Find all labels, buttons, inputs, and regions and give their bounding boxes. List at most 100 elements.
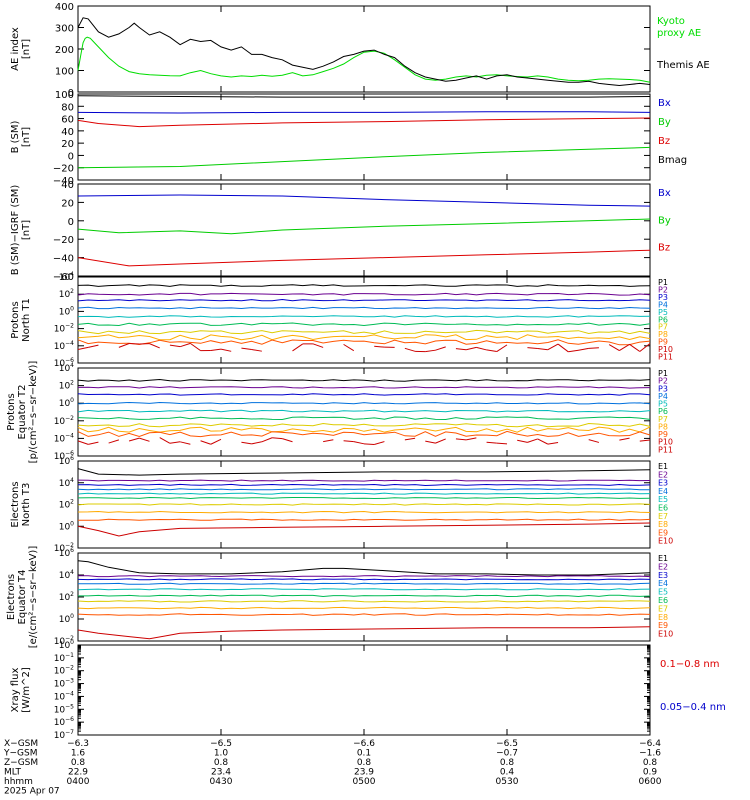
series-segment-P10 <box>639 343 651 352</box>
series-line-e3 <box>77 578 651 581</box>
series-segment-P10 <box>537 348 548 351</box>
y-tick-label: 200 <box>55 45 74 56</box>
legend-entry: E1 <box>658 554 668 563</box>
series-segment-P10 <box>435 438 446 444</box>
y-tick-label: 60 <box>61 115 74 126</box>
y-tick-label: 104 <box>59 477 74 489</box>
y-tick-label: 300 <box>55 24 74 35</box>
x-row-value: 0.8 <box>500 758 515 768</box>
y-tick-label: 106 <box>59 547 74 559</box>
y-tick-label: 10−6 <box>54 450 74 462</box>
x-row-value: 0.1 <box>357 749 371 759</box>
series-segment-P10 <box>476 346 487 351</box>
series-line-e5 <box>77 492 651 495</box>
series-segment-P10 <box>272 437 283 440</box>
series-segment-P10 <box>139 437 150 442</box>
series-line-bz <box>77 249 651 267</box>
y-tick-label: 10−7 <box>54 729 74 741</box>
series-segment-P10 <box>425 349 436 353</box>
series-line-p9 <box>77 339 651 346</box>
series-line-p7 <box>77 329 651 335</box>
y-axis-label: Equator T2 <box>17 385 28 440</box>
y-tick-label: 80 <box>61 102 74 113</box>
legend-entry: P11 <box>658 353 673 362</box>
series-line-p2 <box>77 386 651 389</box>
y-axis-label: Equator T4 <box>17 570 28 625</box>
legend-entry: 0.05−0.4 nm <box>660 702 726 713</box>
series-line-p5 <box>77 409 651 413</box>
y-tick-label: −20 <box>53 164 74 175</box>
x-row-value: −6.5 <box>496 739 518 749</box>
panel-frame <box>77 644 651 736</box>
panel-3: 40 20 0 −20 −40 −60 B (SM)−IGRF (SM) [nT] Bx By Bz <box>10 180 671 283</box>
series-line-e4 <box>77 488 651 491</box>
y-tick-label: 106 <box>59 455 74 467</box>
y-tick-label: 100 <box>59 305 74 317</box>
series-line-e10 <box>77 626 651 640</box>
y-tick-label: 10−5 <box>54 703 74 715</box>
legend-entry: P2 <box>658 285 668 294</box>
y-tick-label: 10−2 <box>54 635 74 647</box>
series-segment-P10 <box>466 346 477 351</box>
series-segment-P10 <box>363 443 375 446</box>
series-segment-P10 <box>425 440 436 444</box>
y-axis-label: B (SM)−IGRF (SM) <box>10 185 21 276</box>
series-segment-P10 <box>129 343 140 345</box>
y-axis-label: Electrons <box>6 574 17 620</box>
legend-entry: E2 <box>658 562 668 571</box>
y-axis-label: Electrons <box>10 481 21 527</box>
legend-entry: Kyoto <box>657 16 685 27</box>
legend-entry: E7 <box>658 512 668 521</box>
legend-entry: E4 <box>658 487 668 496</box>
y-tick-label: 10−4 <box>54 340 74 352</box>
series-line-e9 <box>77 613 651 616</box>
legend-entry: P8 <box>658 422 668 431</box>
series-line-p6 <box>77 416 651 421</box>
legend-entry: P4 <box>658 300 668 309</box>
series-line-kyoto-proxy-ae <box>77 36 651 83</box>
legend-entry: P3 <box>658 293 668 302</box>
series-segment-P10 <box>169 344 181 348</box>
series-segment-P10 <box>261 437 273 443</box>
series-line-bmag <box>77 95 651 98</box>
series-segment-P10 <box>374 345 385 348</box>
y-tick-label: 100 <box>59 397 74 409</box>
series-line-p7 <box>77 422 651 428</box>
legend-entry: proxy AE <box>657 28 701 39</box>
y-tick-label: 100 <box>55 90 74 101</box>
legend-entry: Bx <box>658 98 671 109</box>
x-row-value: −6.5 <box>210 739 232 749</box>
y-tick-label: 10−2 <box>54 415 74 427</box>
x-row-value: 23.9 <box>354 768 374 778</box>
date-label: 2025 Apr 07 <box>4 787 60 797</box>
y-tick-label: 102 <box>59 288 74 300</box>
panel-frame <box>77 183 651 277</box>
x-row-value: 0.8 <box>357 758 372 768</box>
y-axis-label: North T1 <box>21 298 32 342</box>
panel-frame <box>77 276 651 364</box>
legend-entry: P1 <box>658 369 668 378</box>
y-tick-label: 10−6 <box>54 716 74 728</box>
legend-entry: Themis AE <box>656 60 710 71</box>
series-line-e3 <box>77 483 651 487</box>
series-segment-P10 <box>639 439 651 442</box>
y-tick-label: 102 <box>59 499 74 511</box>
x-row-value: −6.3 <box>67 739 89 749</box>
x-row-value: 0.8 <box>214 758 229 768</box>
y-axis-label: Xray flux <box>10 668 21 713</box>
x-axis-annotations: X−GSM −6.3 −6.5 −6.6 −6.5 −6.4 Y−GSM 1.6 1.0 0.1 −… <box>3 739 662 797</box>
series-line-e2 <box>77 479 651 482</box>
panel-frame <box>77 5 651 93</box>
y-axis-label: [nT] <box>21 127 32 147</box>
x-row-value: 0600 <box>639 777 662 787</box>
series-line-e7 <box>77 600 651 603</box>
series-segment-P10 <box>466 437 477 441</box>
legend-entry: By <box>658 117 671 128</box>
y-tick-label: 104 <box>59 569 74 581</box>
series-segment-P10 <box>527 438 538 443</box>
legend-entry: P5 <box>658 308 668 317</box>
legend-entry: By <box>658 215 671 226</box>
